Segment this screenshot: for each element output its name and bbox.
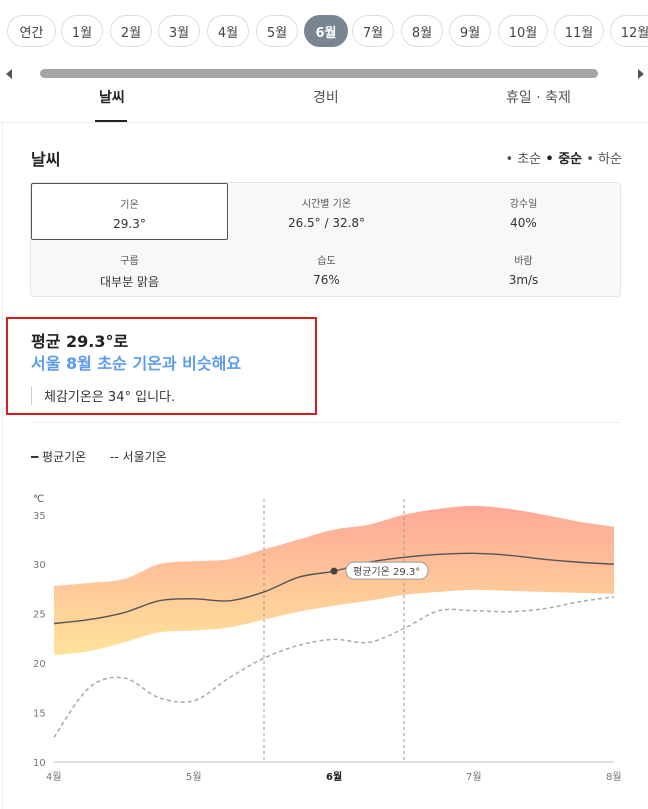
section-divider	[31, 422, 621, 423]
category-tabs: 날씨 경비 휴일 · 축제	[0, 82, 648, 123]
y-tick-label: 15	[33, 709, 46, 720]
month-pill-8[interactable]: 8월	[401, 15, 443, 47]
y-tick-label: 25	[33, 610, 46, 621]
month-pill-7[interactable]: 7월	[352, 15, 394, 47]
month-pill-5[interactable]: 5월	[256, 15, 298, 47]
stat-label: 습도	[317, 256, 336, 267]
x-tick-label: 5월	[186, 771, 202, 783]
y-tick-label: 20	[33, 659, 46, 670]
x-tick-label: 8월	[606, 771, 622, 783]
highlight-box	[6, 317, 317, 415]
period-mid[interactable]: • 중순	[545, 152, 583, 167]
stat-value: 3m/s	[508, 273, 539, 287]
scroll-thumb[interactable]	[40, 69, 598, 78]
month-pill-12[interactable]: 12월	[610, 15, 648, 47]
stat-precip-days[interactable]: 강수일 40%	[425, 183, 622, 240]
temperature-chart: 10 15 20 25 30 35 ℃ 평균기온 29.3° 4월 5월 6월 7월 8월	[33, 494, 622, 783]
tab-holiday-festival[interactable]: 휴일 · 축제	[506, 90, 571, 106]
y-tick-label: 35	[33, 511, 46, 522]
stat-label: 기온	[120, 200, 139, 211]
stat-temperature[interactable]: 기온 29.3°	[31, 183, 228, 240]
stat-label: 시간별 기온	[301, 199, 352, 210]
horizontal-scrollbar[interactable]	[0, 66, 648, 82]
y-unit-label: ℃	[33, 494, 44, 505]
tab-weather[interactable]: 날씨	[99, 90, 125, 106]
feels-like-text: 체감기온은 34° 입니다.	[31, 386, 175, 405]
tab-expense[interactable]: 경비	[313, 90, 339, 106]
period-late[interactable]: • 하순	[586, 152, 622, 167]
month-pill-9[interactable]: 9월	[449, 15, 491, 47]
average-temp-text: 평균 29.3°로	[31, 332, 129, 351]
legend-seoul: -- 서울기온	[110, 450, 167, 464]
y-tick-label: 10	[33, 758, 46, 769]
temperature-range-band	[54, 505, 614, 656]
x-tick-label: 6월	[326, 771, 342, 783]
stat-label: 구름	[120, 256, 139, 267]
compare-text: 서울 8월 초순 기온과 비슷해요	[31, 354, 242, 373]
stat-value: 40%	[510, 216, 537, 230]
legend-avg: ━ 평균기온	[31, 450, 87, 464]
stat-label: 강수일	[509, 199, 538, 210]
active-tab-indicator	[95, 120, 127, 122]
stat-humidity[interactable]: 습도 76%	[228, 240, 425, 297]
stat-label: 바람	[514, 256, 533, 267]
month-pill-1[interactable]: 1월	[61, 15, 103, 47]
y-tick-label: 30	[33, 560, 46, 571]
month-pill-4[interactable]: 4월	[207, 15, 249, 47]
section-title: 날씨	[31, 150, 61, 169]
seoul-temp-line	[53, 596, 615, 738]
month-pill-2[interactable]: 2월	[110, 15, 152, 47]
period-early[interactable]: • 초순	[505, 152, 542, 167]
month-pill-3[interactable]: 3월	[158, 15, 200, 47]
stat-value: 29.3°	[113, 217, 146, 231]
annotation-text: 평균기온 29.3°	[353, 566, 420, 578]
chart-legend: ━ 평균기온 -- 서울기온	[31, 448, 187, 465]
month-pill-6[interactable]: 6월	[304, 15, 348, 47]
stat-hourly-temp[interactable]: 시간별 기온 26.5° / 32.8°	[228, 183, 425, 240]
stat-value: 76%	[313, 273, 340, 287]
weather-stats-grid: 기온 29.3° 시간별 기온 26.5° / 32.8° 강수일 40% 구름…	[30, 182, 621, 297]
month-pill-10[interactable]: 10월	[498, 15, 548, 47]
stat-cloud[interactable]: 구름 대부분 맑음	[31, 240, 228, 297]
x-tick-label: 4월	[46, 771, 62, 783]
month-pill-11[interactable]: 11월	[554, 15, 604, 47]
scroll-right-arrow-icon[interactable]	[638, 69, 644, 79]
stat-value: 26.5° / 32.8°	[287, 216, 366, 230]
left-divider	[2, 122, 3, 809]
annotation-dot	[330, 567, 338, 575]
stat-value: 대부분 맑음	[99, 275, 159, 289]
x-tick-label: 7월	[466, 771, 482, 783]
month-pill-annual[interactable]: 연간	[7, 15, 56, 47]
period-selector: • 초순 • 중순 • 하순	[505, 148, 622, 167]
annotation-bubble	[345, 561, 429, 580]
scroll-left-arrow-icon[interactable]	[6, 69, 12, 79]
stat-wind[interactable]: 바람 3m/s	[425, 240, 622, 297]
month-selector: 연간 1월 2월 3월 4월 5월 6월 7월 8월 9월 10월 11월 12월	[0, 15, 648, 51]
